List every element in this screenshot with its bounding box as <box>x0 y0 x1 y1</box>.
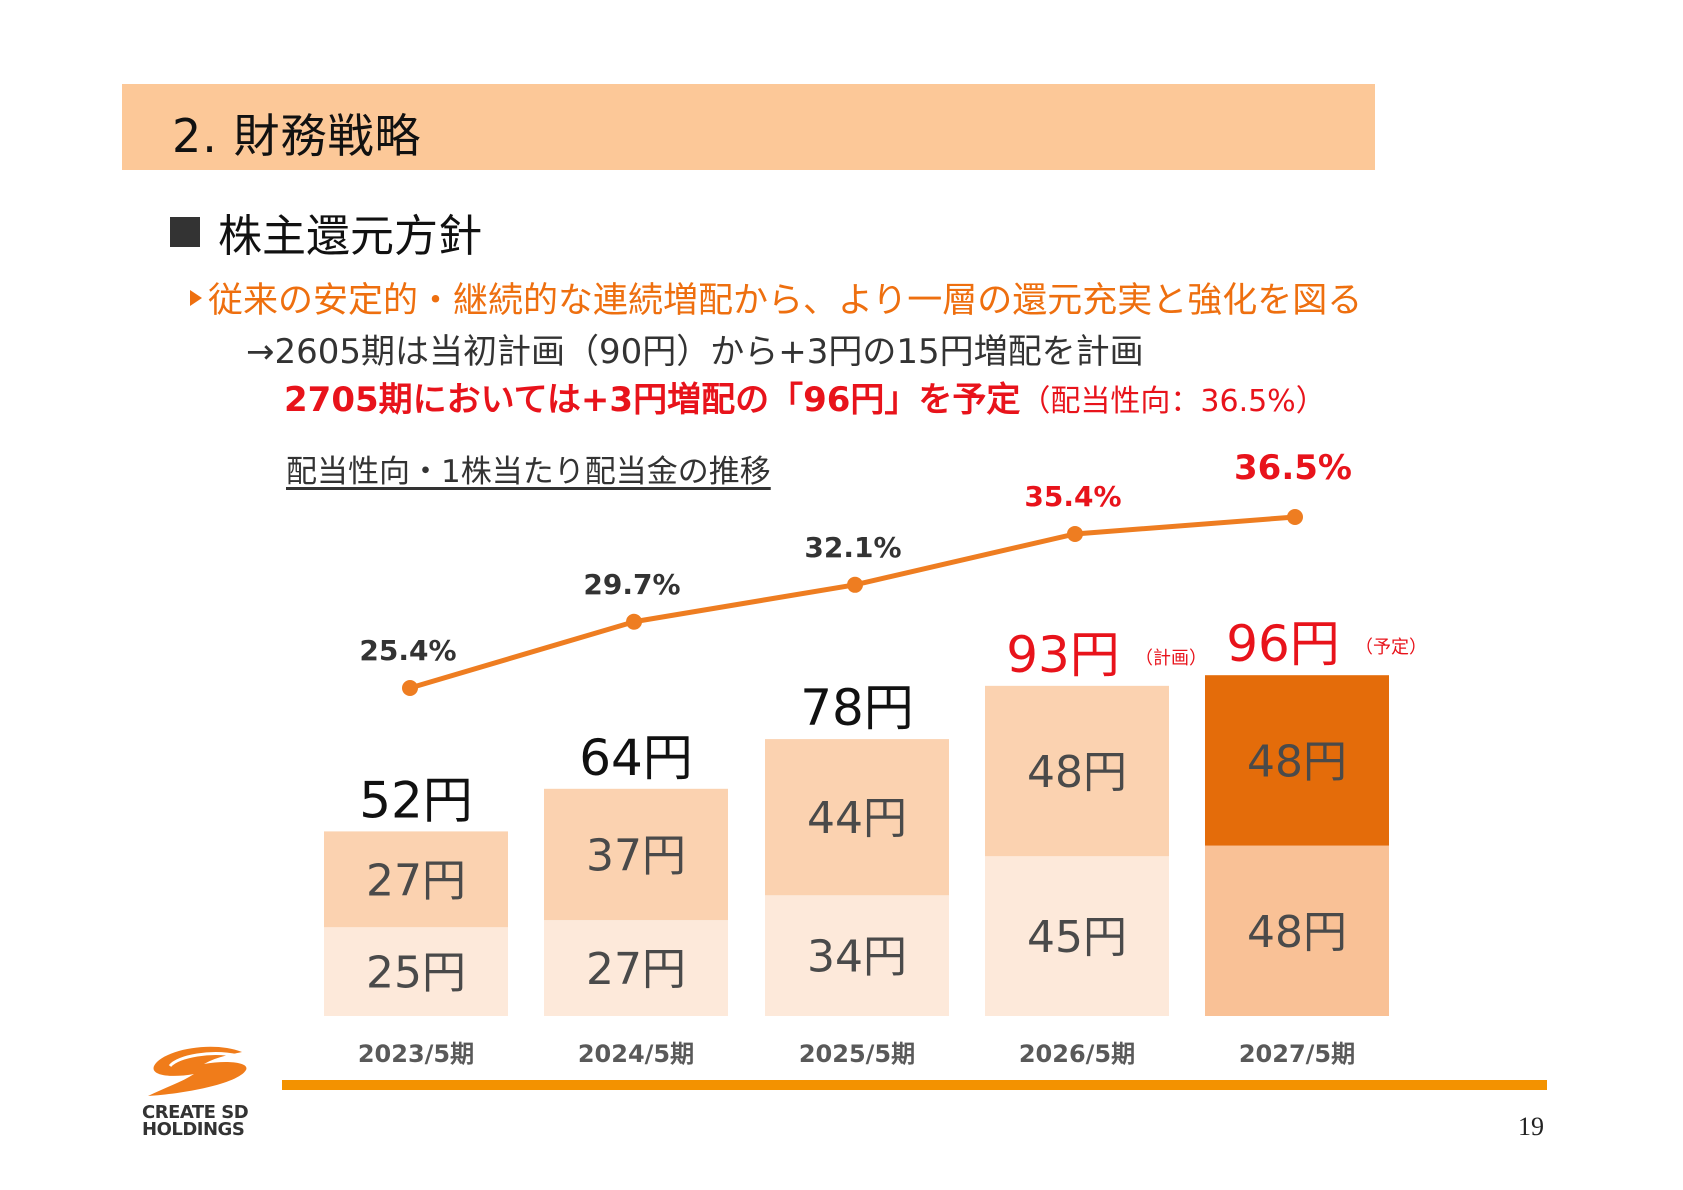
payout-ratio-point-2 <box>847 576 863 593</box>
page-number: 19 <box>1518 1112 1544 1141</box>
payout-ratio-label-3: 35.4% <box>1024 480 1121 513</box>
logo-text-line1: CREATE SD <box>142 1102 249 1123</box>
section-title: 株主還元方針 <box>170 200 482 264</box>
payout-ratio-label-4: 36.5% <box>1234 448 1352 488</box>
x-tick-label-3: 2026/5期 <box>1019 1040 1135 1068</box>
logo-swoosh-icon <box>148 1046 247 1096</box>
bar-total-label-4: 96円 <box>1226 615 1340 673</box>
payout-ratio-point-3 <box>1067 525 1083 542</box>
policy-headline-text: 従来の安定的・継続的な連続増配から、より一層の還元充実と強化を図る <box>208 281 1363 321</box>
bar-lower-label-1: 27円 <box>586 944 686 995</box>
square-bullet-icon <box>170 217 200 247</box>
bar-total-note-4: （予定） <box>1355 637 1427 658</box>
x-tick-label-1: 2024/5期 <box>578 1040 694 1068</box>
x-tick-label-4: 2027/5期 <box>1239 1040 1355 1068</box>
bar-lower-label-3: 45円 <box>1027 912 1127 963</box>
plan-2705-text: 2705期においては+3円増配の「96円」を予定（配当性向：36.5%） <box>284 372 1326 421</box>
section-title-text: 株主還元方針 <box>218 211 482 262</box>
bar-lower-label-0: 25円 <box>366 948 466 999</box>
bar-lower-label-2: 34円 <box>807 932 907 983</box>
header-band <box>122 84 1375 170</box>
bar-lower-0 <box>324 927 508 1016</box>
bar-lower-4 <box>1205 845 1389 1016</box>
triangle-bullet-icon <box>190 289 202 306</box>
plan-2605-text: →2605期は当初計画（90円）から+3円の15円増配を計画 <box>246 332 1144 372</box>
page-title: 2. 財務戦略 <box>172 109 422 163</box>
payout-ratio-label-1: 29.7% <box>583 568 680 601</box>
bar-upper-0 <box>324 831 508 928</box>
bar-upper-label-0: 27円 <box>366 855 466 906</box>
payout-ratio-label-0: 25.4% <box>359 634 456 667</box>
chart-caption: 配当性向・1株当たり配当金の推移 <box>286 454 771 490</box>
footer-bar <box>282 1080 1547 1090</box>
bar-lower-3 <box>985 856 1169 1016</box>
x-tick-label-2: 2025/5期 <box>799 1040 915 1068</box>
bar-upper-3 <box>985 685 1169 857</box>
bar-total-label-0: 52円 <box>359 771 473 829</box>
logo-text-line2: HOLDINGS <box>142 1119 245 1140</box>
bar-total-note-3: （計画） <box>1135 648 1207 669</box>
plan-2705-main: 2705期においては+3円増配の「96円」を予定 <box>284 380 1021 420</box>
bar-upper-label-1: 37円 <box>586 830 686 881</box>
bar-total-label-1: 64円 <box>579 729 693 787</box>
company-logo: CREATE SD HOLDINGS <box>142 1044 262 1140</box>
bar-total-label-2: 78円 <box>800 679 914 737</box>
bar-lower-1 <box>544 920 728 1016</box>
payout-ratio-point-0 <box>402 680 418 696</box>
payout-ratio-point-1 <box>626 613 642 630</box>
bar-total-label-3: 93円 <box>1006 626 1120 684</box>
bar-upper-4 <box>1205 675 1389 846</box>
bar-upper-label-3: 48円 <box>1027 747 1127 798</box>
policy-headline: 従来の安定的・継続的な連続増配から、より一層の還元充実と強化を図る <box>190 272 1362 323</box>
bar-lower-label-4: 48円 <box>1247 907 1347 958</box>
bar-upper-1 <box>544 788 728 921</box>
bar-lower-2 <box>765 895 949 1016</box>
payout-ratio-point-4 <box>1287 509 1303 525</box>
bar-upper-2 <box>765 739 949 896</box>
x-tick-label-0: 2023/5期 <box>358 1040 474 1068</box>
bar-upper-label-2: 44円 <box>807 793 907 844</box>
payout-ratio-label-2: 32.1% <box>804 531 901 564</box>
plan-2705-payout: （配当性向：36.5%） <box>1020 384 1326 419</box>
bar-upper-label-4: 48円 <box>1247 736 1347 787</box>
